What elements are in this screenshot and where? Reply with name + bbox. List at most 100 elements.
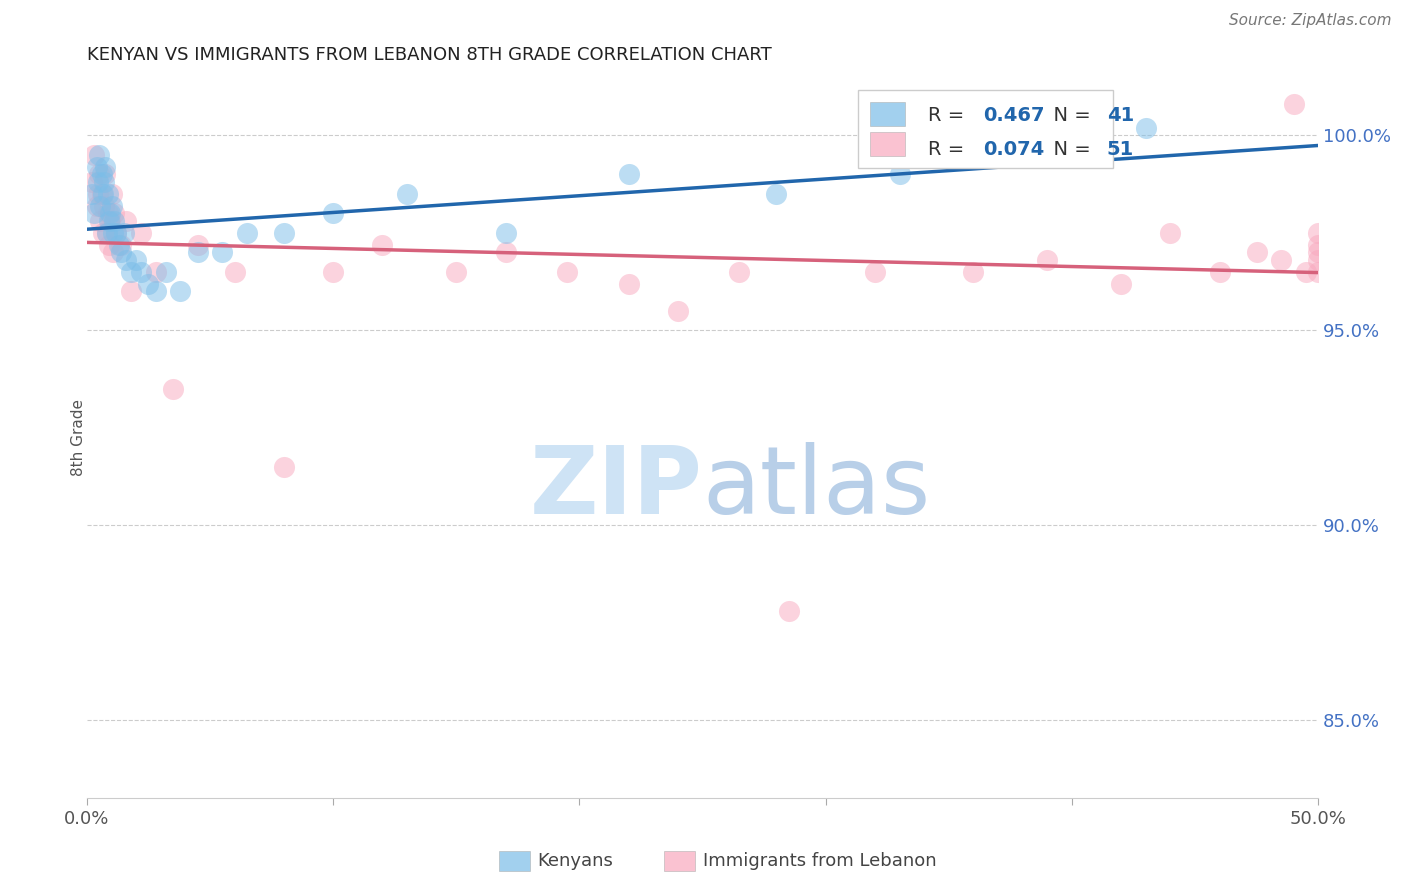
Text: 41: 41 [1107, 105, 1133, 125]
Point [962, 265, 984, 279]
Point [96, 226, 118, 240]
Point [83, 206, 105, 220]
Point [666, 303, 689, 318]
Text: Immigrants from Lebanon: Immigrants from Lebanon [703, 852, 936, 870]
Point [115, 253, 138, 268]
Point [187, 245, 209, 260]
Legend: R = 0.467   N = 41, R = 0.074   N = 51: R = 0.467 N = 41, R = 0.074 N = 51 [858, 90, 1114, 168]
Point [89, 148, 111, 162]
Text: Source: ZipAtlas.com: Source: ZipAtlas.com [1229, 13, 1392, 29]
Point [110, 245, 132, 260]
Point [1295, 265, 1317, 279]
Point [129, 265, 152, 279]
Point [1135, 120, 1157, 135]
Point [87, 186, 110, 201]
Point [98, 237, 121, 252]
Point [863, 265, 886, 279]
Point [1308, 226, 1330, 240]
Point [495, 226, 517, 240]
Point [495, 245, 517, 260]
Text: 0.074: 0.074 [983, 140, 1045, 159]
Point [1159, 226, 1181, 240]
Point [93, 198, 115, 212]
Y-axis label: 8th Grade: 8th Grade [72, 399, 86, 476]
Point [129, 226, 152, 240]
Point [91, 186, 114, 201]
Text: R =: R = [928, 105, 970, 125]
Text: atlas: atlas [703, 442, 931, 534]
Point [87, 175, 110, 189]
Point [97, 186, 120, 201]
Point [98, 206, 121, 220]
Point [1208, 265, 1230, 279]
Point [110, 237, 132, 252]
Point [101, 226, 124, 240]
Point [1282, 97, 1305, 112]
Point [322, 206, 344, 220]
Point [103, 206, 125, 220]
Point [80, 175, 103, 189]
Point [273, 459, 295, 474]
Point [187, 237, 209, 252]
Point [100, 186, 122, 201]
Point [86, 198, 108, 212]
Point [1246, 245, 1268, 260]
Point [100, 198, 122, 212]
Point [1011, 148, 1033, 162]
Point [155, 265, 177, 279]
Point [395, 186, 418, 201]
Point [105, 226, 128, 240]
Point [169, 285, 191, 299]
Point [94, 167, 117, 181]
Point [115, 214, 138, 228]
Point [162, 382, 184, 396]
Point [617, 167, 640, 181]
Point [555, 265, 578, 279]
Point [98, 214, 121, 228]
Point [90, 167, 112, 181]
Point [1270, 253, 1292, 268]
Text: KENYAN VS IMMIGRANTS FROM LEBANON 8TH GRADE CORRELATION CHART: KENYAN VS IMMIGRANTS FROM LEBANON 8TH GR… [87, 46, 772, 64]
Point [145, 285, 167, 299]
Text: 0.467: 0.467 [983, 105, 1045, 125]
Text: ZIP: ZIP [530, 442, 703, 534]
Point [371, 237, 394, 252]
Point [86, 160, 108, 174]
Text: R =: R = [928, 140, 970, 159]
Point [125, 253, 148, 268]
Point [98, 214, 121, 228]
Text: N =: N = [1042, 140, 1097, 159]
Text: Kenyans: Kenyans [537, 852, 613, 870]
Point [1308, 265, 1330, 279]
Text: N =: N = [1042, 105, 1097, 125]
Point [120, 265, 142, 279]
Point [138, 277, 160, 291]
Point [1308, 237, 1330, 252]
Point [112, 226, 135, 240]
Point [103, 214, 125, 228]
Point [1308, 253, 1330, 268]
Point [236, 226, 259, 240]
Point [211, 245, 233, 260]
Point [94, 160, 117, 174]
Point [83, 148, 105, 162]
Point [765, 186, 787, 201]
Point [105, 226, 128, 240]
Text: 51: 51 [1107, 140, 1133, 159]
Point [80, 186, 103, 201]
Point [1036, 253, 1059, 268]
Point [96, 226, 118, 240]
Point [1109, 277, 1132, 291]
Point [101, 245, 124, 260]
Point [617, 277, 640, 291]
Point [97, 206, 120, 220]
Point [778, 604, 800, 618]
Point [89, 198, 111, 212]
Point [89, 214, 111, 228]
Point [145, 265, 167, 279]
Point [224, 265, 246, 279]
Point [273, 226, 295, 240]
Point [1308, 245, 1330, 260]
Point [446, 265, 468, 279]
Point [728, 265, 751, 279]
